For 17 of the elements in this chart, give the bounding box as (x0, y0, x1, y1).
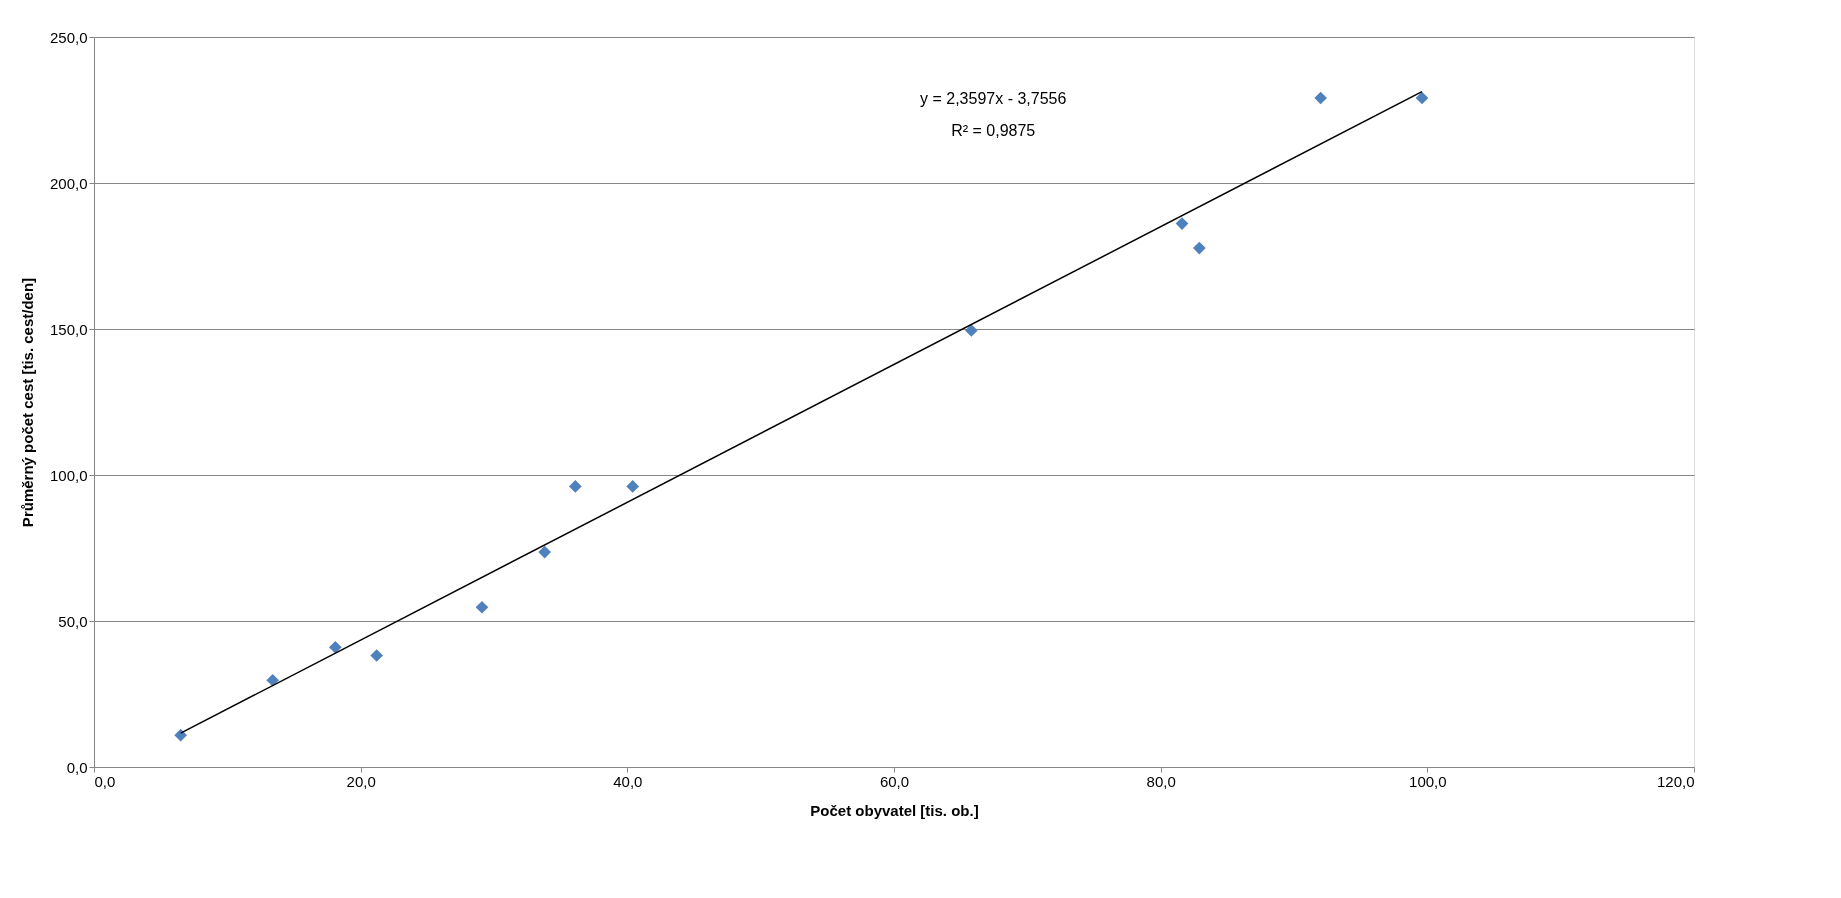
annotation: y = 2,3597x - 3,7556 (920, 90, 1067, 108)
y-tick-label: 100,0 (49, 466, 88, 484)
y-tick-label: 0,0 (66, 758, 88, 776)
x-tick-label: 120,0 (1656, 772, 1695, 790)
y-axis-title: Průměrný počet cest [tis. cest/den] (18, 277, 36, 528)
x-tick-label: 40,0 (613, 772, 643, 790)
x-axis-title: Počet obyvatel [tis. ob.] (810, 801, 979, 819)
y-tick-label: 50,0 (58, 612, 88, 630)
x-tick-label: 60,0 (879, 772, 910, 790)
y-tick-label: 200,0 (49, 174, 88, 192)
x-tick-label: 80,0 (1146, 772, 1176, 790)
y-tick-label: 250,0 (49, 28, 88, 46)
y-tick-label: 150,0 (49, 320, 88, 338)
x-tick-label: 100,0 (1409, 772, 1447, 790)
x-tick-label: 0,0 (94, 772, 116, 790)
x-tick-label: 20,0 (346, 772, 376, 790)
annotation: R² = 0,9875 (951, 122, 1036, 140)
